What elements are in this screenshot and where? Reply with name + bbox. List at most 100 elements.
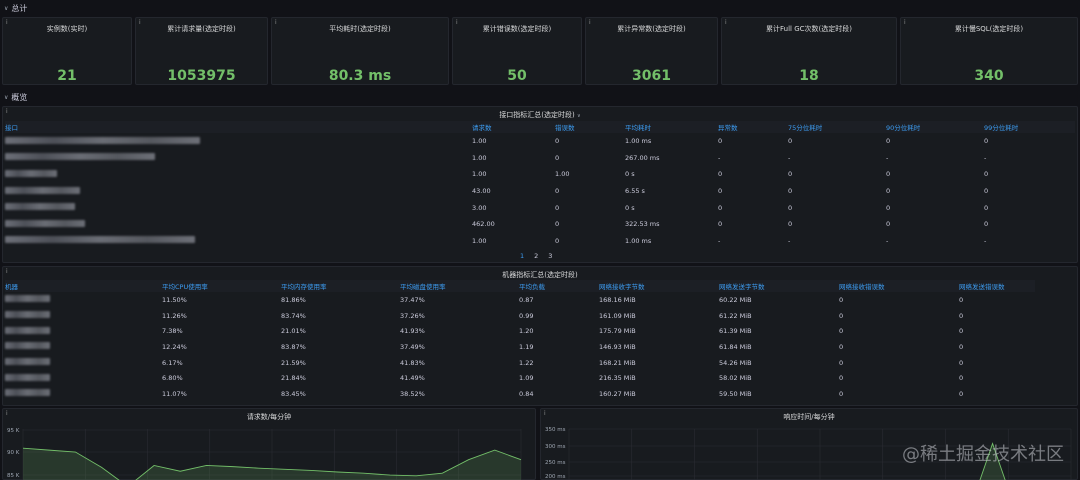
machine-metrics-title[interactable]: 机器指标汇总(选定时段) [502,271,578,279]
table-cell: 1.00 ms [625,137,652,146]
column-header[interactable]: 网络发送错误数 [959,280,1035,292]
table-cell: 0 [555,137,560,146]
stat-panel: i 累计异常数(选定时段) 3061 [585,17,718,85]
stat-title[interactable]: 累计异常数(选定时段) [617,25,686,33]
table-cell: 12.24% [162,342,187,351]
table-cell: 0 [718,203,723,212]
stat-value: 21 [57,68,77,84]
table-row[interactable]: 11.50% 81.86% 37.47% 0.87 168.16 MiB 60.22 Mi… [5,292,1035,308]
api-metrics-title[interactable]: 接口指标汇总(选定时段) ∨ [499,111,581,119]
info-icon[interactable]: i [544,410,546,417]
stat-value: 1053975 [167,68,236,84]
table-cell: 1.00 ms [625,236,652,245]
table-cell: 0 [886,220,891,229]
table-cell: 1.00 [472,153,487,162]
info-icon[interactable]: i [6,410,8,417]
column-header[interactable]: 异常数 [718,121,788,133]
stat-title[interactable]: 平均耗时(选定时段) [329,25,391,33]
table-cell: 59.50 MiB [719,389,752,398]
table-row[interactable]: 462.00 0 322.53 ms 0 0 0 0 [5,216,1075,233]
table-cell: 37.47% [400,295,425,304]
chevron-down-icon: ∨ [4,5,9,12]
info-icon[interactable]: i [6,108,8,115]
table-row[interactable]: 1.00 0 267.00 ms - - - - [5,150,1075,167]
table-cell: 168.21 MiB [599,358,636,367]
info-icon[interactable]: i [275,19,277,26]
table-cell: 0 [984,203,989,212]
table-row[interactable]: 1.00 0 1.00 ms - - - - [5,233,1075,250]
table-cell: 216.35 MiB [599,374,636,383]
table-row[interactable]: 7.38% 21.01% 41.93% 1.20 175.79 MiB 61.39 MiB… [5,323,1035,339]
series-area [979,443,1006,480]
table-cell: 0 [788,137,793,146]
table-cell: 0.84 [519,389,534,398]
column-header[interactable]: 平均负载 [519,280,599,292]
info-icon[interactable]: i [589,19,591,26]
table-row[interactable]: 43.00 0 6.55 s 0 0 0 0 [5,183,1075,200]
stat-title[interactable]: 实例数(实时) [46,25,88,33]
table-row[interactable]: 3.00 0 0 s 0 0 0 0 [5,199,1075,216]
chevron-down-icon: ∨ [4,94,9,101]
table-cell: 54.26 MiB [719,358,752,367]
info-icon[interactable]: i [904,19,906,26]
table-cell: 61.39 MiB [719,327,752,336]
table-cell: 41.83% [400,358,425,367]
info-icon[interactable]: i [6,268,8,275]
column-header[interactable]: 99分位耗时 [984,121,1075,133]
table-row[interactable]: 6.80% 21.84% 41.49% 1.09 216.35 MiB 58.02 MiB… [5,370,1035,386]
series-line [979,442,1006,480]
latency-chart-title[interactable]: 响应时间/每分钟 [783,413,835,421]
table-cell: 83.87% [281,342,306,351]
page-3-link[interactable]: 3 [548,252,553,260]
stat-title[interactable]: 累计Full GC次数(选定时段) [766,25,852,33]
column-header[interactable]: 请求数 [472,121,555,133]
table-row[interactable]: 1.00 0 1.00 ms 0 0 0 0 [5,133,1075,150]
column-header[interactable]: 错误数 [555,121,625,133]
requests-chart-title[interactable]: 请求数/每分钟 [246,413,292,421]
row-header-total[interactable]: ∨ 总计 [4,3,27,14]
stat-title[interactable]: 累计错误数(选定时段) [482,25,552,33]
column-header[interactable]: 网络发送字节数 [719,280,839,292]
stat-panel: i 累计错误数(选定时段) 50 [452,17,582,85]
table-cell: 0 [555,203,560,212]
table-cell: 0 [788,203,793,212]
redacted-cell [5,386,162,402]
column-header[interactable]: 网络接收字节数 [599,280,719,292]
stat-title[interactable]: 累计请求量(选定时段) [167,25,236,33]
y-tick-label: 250 ms [545,460,566,466]
page-1-link[interactable]: 1 [520,252,525,260]
info-icon[interactable]: i [6,19,8,26]
column-header[interactable]: 接口 [5,121,472,133]
info-icon[interactable]: i [456,19,458,26]
table-row[interactable]: 11.07% 83.45% 38.52% 0.84 160.27 MiB 59.50 Mi… [5,386,1035,402]
table-cell: 0 [839,374,844,383]
table-cell: 0 [718,170,723,179]
requests-chart[interactable]: 95 K 90 K 85 K [3,409,537,480]
table-cell: 0 [839,327,844,336]
column-header[interactable]: 90分位耗时 [886,121,984,133]
table-cell: 0 [984,170,989,179]
column-header[interactable]: 平均耗时 [625,121,718,133]
column-header[interactable]: 网络接收错误数 [839,280,959,292]
table-row[interactable]: 11.26% 83.74% 37.26% 0.99 161.09 MiB 61.22 Mi… [5,308,1035,324]
table-cell: 61.84 MiB [719,342,752,351]
latency-chart[interactable]: 350 ms 300 ms 250 ms 200 ms [541,409,1079,480]
column-header[interactable]: 平均内存使用率 [281,280,400,292]
redacted-cell [5,308,162,324]
row-header-overview[interactable]: ∨ 概览 [4,92,27,103]
info-icon[interactable]: i [725,19,727,26]
page-2-link[interactable]: 2 [534,252,539,260]
column-header[interactable]: 75分位耗时 [788,121,886,133]
column-header[interactable]: 平均磁盘使用率 [400,280,519,292]
table-cell: 0.99 [519,311,534,320]
column-header[interactable]: 机器 [5,280,162,292]
column-header[interactable]: 平均CPU使用率 [162,280,281,292]
table-row[interactable]: 12.24% 83.87% 37.49% 1.19 146.93 MiB 61.84 Mi… [5,339,1035,355]
table-row[interactable]: 1.00 1.00 0 s 0 0 0 0 [5,166,1075,183]
stat-title[interactable]: 累计慢SQL(选定时段) [954,25,1024,33]
info-icon[interactable]: i [139,19,141,26]
table-cell: 1.20 [519,327,534,336]
table-cell: 0 [886,187,891,196]
table-cell: 0 [886,137,891,146]
table-row[interactable]: 6.17% 21.59% 41.83% 1.22 168.21 MiB 54.26 MiB… [5,355,1035,371]
